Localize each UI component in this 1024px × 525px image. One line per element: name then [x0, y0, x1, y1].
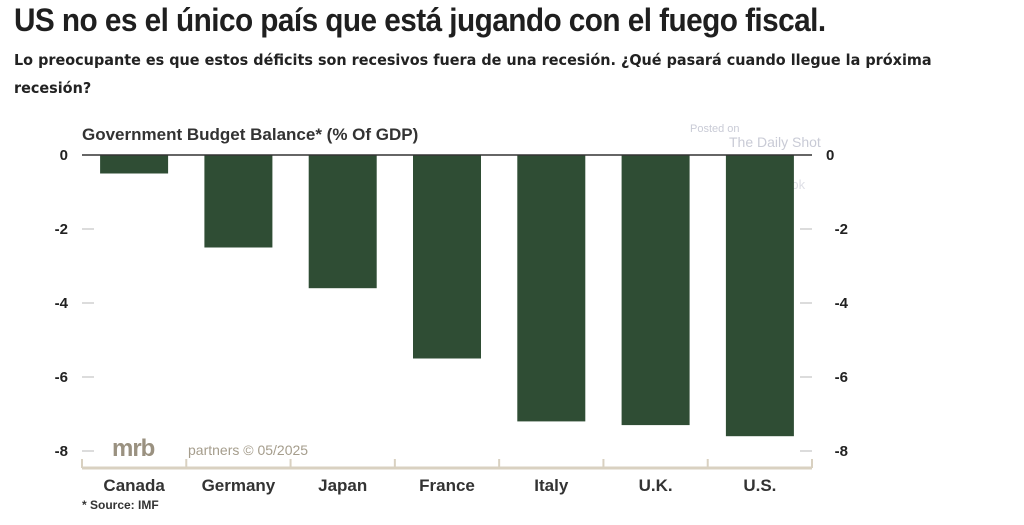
bars-group: [100, 155, 794, 437]
y-axis-left: 0 -2 -4 -6 -8: [55, 147, 94, 460]
x-tick-label: France: [419, 476, 475, 495]
y-tick-label-left: 0: [60, 147, 68, 164]
y-tick-label-right: -8: [835, 443, 848, 460]
y-tick-label-left: -6: [55, 369, 68, 386]
branding: mrb partners © 05/2025: [112, 435, 308, 462]
y-axis-right: 0 -2 -4 -6 -8: [800, 147, 849, 460]
bar-france: [413, 155, 481, 359]
y-tick-label-left: -4: [55, 295, 69, 312]
x-tick-label: Canada: [103, 476, 165, 495]
y-tick-label-right: -2: [835, 221, 848, 238]
x-tick-label: Japan: [318, 476, 367, 495]
chart-title: Government Budget Balance* (% Of GDP): [82, 125, 418, 144]
y-tick-label-left: -8: [55, 443, 68, 460]
x-axis-labels: Canada Germany Japan France Italy U.K. U.S.: [103, 476, 776, 495]
y-tick-label-left: -2: [55, 221, 68, 238]
watermark-daily-shot: The Daily Shot: [729, 134, 821, 150]
bar-italy: [517, 155, 586, 422]
x-tick-label: U.S.: [743, 476, 776, 495]
x-axis: [81, 459, 813, 470]
bar-japan: [308, 155, 377, 289]
bar-uk: [621, 155, 690, 426]
bar-germany: [204, 155, 273, 248]
brand-logo: mrb: [112, 435, 155, 462]
bar-us: [725, 155, 794, 437]
page-title: US no es el único país que está jugando …: [14, 2, 826, 38]
bar-canada: [100, 155, 169, 174]
y-tick-label-right: -6: [835, 369, 848, 386]
watermark-posted-on: Posted on: [690, 123, 740, 135]
x-tick-label: Germany: [202, 476, 276, 495]
source-footnote: * Source: IMF: [82, 498, 159, 512]
x-tick-label: U.K.: [639, 476, 673, 495]
y-tick-label-right: -4: [835, 295, 849, 312]
x-tick-label: Italy: [534, 476, 569, 495]
brand-text: partners © 05/2025: [188, 442, 308, 458]
page-subtitle: Lo preocupante es que estos déficits son…: [14, 51, 932, 97]
y-tick-label-right: 0: [826, 147, 834, 164]
